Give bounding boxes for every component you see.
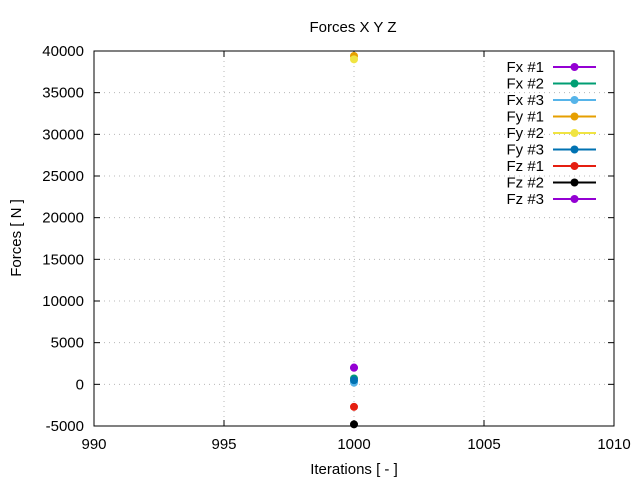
legend-marker (570, 96, 579, 104)
legend-marker (570, 112, 579, 121)
legend-entry: Fx #2 (506, 76, 596, 93)
data-point-fz-3 (350, 363, 358, 372)
data-point-fy-3 (350, 376, 358, 385)
x-axis-label: Iterations [ - ] (310, 461, 398, 478)
legend-label: Fz #1 (506, 158, 544, 175)
x-tick-label: 1000 (337, 436, 370, 453)
y-axis-label: Forces [ N ] (8, 199, 25, 277)
legend-entry: Fy #2 (506, 125, 596, 142)
x-tick-label: 1010 (597, 436, 630, 453)
y-axis: -5000 0 5000 10000 15000 20000 25000 30000 35000… (42, 43, 614, 435)
data-point-fz-2 (350, 420, 358, 429)
legend-marker (570, 162, 579, 170)
x-tick-label: 990 (81, 436, 106, 453)
legend-label: Fz #3 (506, 191, 544, 208)
legend-marker (570, 145, 579, 154)
y-tick-label: 0 (76, 376, 84, 393)
legend-entry: Fz #2 (506, 175, 596, 192)
legend-entry: Fz #1 (506, 158, 596, 175)
y-tick-label: 35000 (42, 85, 84, 102)
legend-entry: Fy #1 (506, 109, 596, 126)
legend-label: Fx #1 (506, 59, 544, 76)
legend: Fx #1Fx #2Fx #3Fy #1Fy #2Fy #3Fz #1Fz #2… (506, 59, 596, 208)
legend-marker (570, 178, 579, 187)
legend-label: Fz #2 (506, 175, 544, 192)
x-axis: 990 995 1000 1005 1010 (81, 51, 631, 453)
data-point-fz-1 (350, 402, 358, 411)
y-tick-label: 5000 (51, 335, 84, 352)
legend-entry: Fy #3 (506, 142, 596, 159)
legend-marker (570, 63, 579, 71)
x-tick-label: 1005 (467, 436, 500, 453)
chart-title: Forces X Y Z (310, 19, 397, 36)
y-tick-label: -5000 (46, 418, 84, 435)
legend-label: Fy #1 (506, 109, 544, 126)
legend-label: Fx #2 (506, 76, 544, 93)
legend-label: Fy #2 (506, 125, 544, 142)
y-tick-label: 20000 (42, 210, 84, 227)
y-tick-label: 15000 (42, 251, 84, 268)
legend-entry: Fx #1 (506, 59, 596, 76)
legend-entry: Fx #3 (506, 92, 596, 109)
x-tick-label: 995 (211, 436, 236, 453)
legend-entry: Fz #3 (506, 191, 596, 208)
y-tick-label: 25000 (42, 168, 84, 185)
legend-marker (570, 79, 579, 88)
y-tick-label: 10000 (42, 293, 84, 310)
y-tick-label: 30000 (42, 126, 84, 143)
legend-label: Fx #3 (506, 92, 544, 109)
legend-marker (570, 195, 579, 203)
y-tick-label: 40000 (42, 43, 84, 60)
legend-marker (570, 129, 579, 137)
data-point-fy-2 (350, 55, 358, 64)
data-points (350, 52, 358, 429)
legend-label: Fy #3 (506, 142, 544, 159)
